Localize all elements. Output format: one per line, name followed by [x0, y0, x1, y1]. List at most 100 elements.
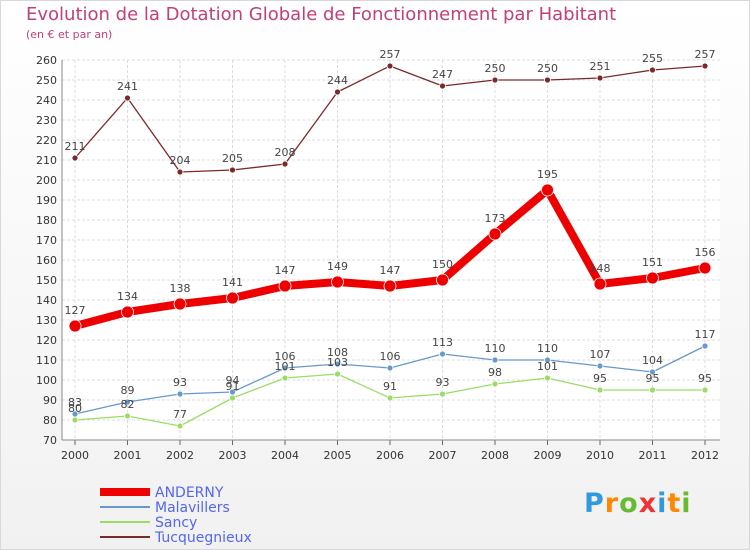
grid-layer [62, 59, 720, 441]
data-label-anderny: 134 [117, 290, 138, 303]
data-point-sancy [439, 390, 446, 398]
data-label-layer: 211 241 204 205 208 244 257 247 250 250 251 255 257 8… [65, 48, 716, 421]
y-tick-label: 130 [36, 314, 57, 327]
data-point-sancy [544, 374, 551, 382]
data-label-sancy: 77 [173, 408, 187, 421]
y-tick-label: 210 [36, 154, 57, 167]
x-tick-label: 2002 [166, 449, 194, 462]
data-point-tucquegnieux [229, 166, 236, 174]
data-label-malavillers: 89 [121, 384, 135, 397]
y-tick-label: 110 [36, 354, 57, 367]
data-point-malavillers [544, 356, 551, 364]
y-tick-label: 200 [36, 174, 57, 187]
x-tick-label: 2012 [691, 449, 719, 462]
data-point-anderny [593, 277, 607, 291]
data-label-sancy: 91 [383, 380, 397, 393]
data-label-sancy: 80 [68, 402, 82, 415]
logo-letter: o [619, 488, 639, 519]
legend-label-tucquegnieux: Tucquegnieux [154, 530, 252, 546]
data-label-tucquegnieux: 241 [117, 80, 138, 93]
y-tick-label: 170 [36, 234, 57, 247]
data-label-malavillers: 106 [275, 350, 296, 363]
data-point-anderny [68, 319, 82, 333]
y-tick-label: 100 [36, 374, 57, 387]
data-point-sancy [334, 370, 341, 378]
data-label-sancy: 101 [537, 360, 558, 373]
x-tick-label: 2001 [114, 449, 142, 462]
y-tick-label: 70 [43, 434, 57, 447]
data-label-tucquegnieux: 204 [170, 154, 191, 167]
data-label-anderny: 141 [222, 276, 243, 289]
data-label-anderny: 147 [275, 264, 296, 277]
data-label-anderny: 150 [432, 258, 453, 271]
data-label-malavillers: 110 [537, 342, 558, 355]
data-point-tucquegnieux [71, 154, 79, 162]
logo-letter: x [638, 488, 658, 519]
data-point-malavillers [176, 390, 184, 398]
x-tick-label: 2000 [61, 449, 89, 462]
data-label-malavillers: 94 [226, 374, 240, 387]
data-point-anderny [173, 297, 187, 311]
x-tick-label: 2006 [376, 449, 404, 462]
data-label-malavillers: 108 [327, 346, 348, 359]
data-point-malavillers [439, 350, 446, 358]
data-point-tucquegnieux [386, 62, 394, 70]
data-label-anderny: 149 [327, 260, 348, 273]
legend-label-sancy: Sancy [155, 515, 197, 531]
data-point-malavillers [386, 364, 394, 372]
data-label-anderny: 156 [695, 246, 716, 259]
logo-letter: i [657, 488, 668, 519]
legend-label-anderny: ANDERNY [155, 485, 224, 501]
y-tick-label: 230 [36, 114, 57, 127]
data-label-malavillers: 110 [485, 342, 506, 355]
y-tick-label: 120 [36, 334, 57, 347]
data-label-malavillers: 113 [432, 336, 453, 349]
data-point-sancy [596, 386, 604, 394]
data-point-sancy [176, 422, 184, 430]
x-tick-label: 2010 [586, 449, 614, 462]
data-label-tucquegnieux: 244 [327, 74, 348, 87]
data-label-sancy: 93 [436, 376, 450, 389]
data-point-malavillers [701, 342, 709, 350]
data-label-tucquegnieux: 257 [380, 48, 401, 61]
x-tick-label: 2003 [219, 449, 247, 462]
data-label-anderny: 147 [380, 264, 401, 277]
data-point-sancy [649, 386, 656, 394]
data-label-tucquegnieux: 247 [432, 68, 453, 81]
logo-letter: r [604, 488, 620, 519]
x-tick-label: 2008 [481, 449, 509, 462]
y-tick-label: 260 [36, 54, 57, 67]
data-point-anderny [278, 279, 292, 293]
y-tick-label: 140 [36, 294, 57, 307]
data-point-malavillers [596, 362, 604, 370]
data-point-tucquegnieux [176, 168, 184, 176]
data-label-anderny: 195 [537, 168, 558, 181]
logo-letter: i [681, 488, 692, 519]
data-point-anderny [646, 271, 659, 285]
y-tick-label: 190 [36, 194, 57, 207]
data-label-tucquegnieux: 257 [695, 48, 716, 61]
data-point-anderny [226, 291, 239, 305]
data-point-tucquegnieux [701, 62, 709, 70]
data-label-tucquegnieux: 208 [275, 146, 296, 159]
data-label-tucquegnieux: 251 [590, 60, 611, 73]
data-point-tucquegnieux [334, 88, 341, 96]
series-layer [68, 62, 712, 430]
data-label-anderny: 138 [170, 282, 191, 295]
data-label-anderny: 127 [65, 304, 86, 317]
data-point-anderny [541, 183, 554, 197]
data-label-anderny: 151 [642, 256, 663, 269]
y-tick-label: 220 [36, 134, 57, 147]
y-tick-label: 250 [36, 74, 57, 87]
data-point-sancy [229, 394, 236, 402]
logo-letter: P [584, 488, 605, 519]
data-label-sancy: 95 [698, 372, 712, 385]
y-tick-label: 160 [36, 254, 57, 267]
data-label-sancy: 103 [327, 356, 348, 369]
data-point-anderny [698, 261, 712, 275]
data-point-tucquegnieux [649, 66, 656, 74]
data-point-sancy [701, 386, 709, 394]
data-label-tucquegnieux: 250 [537, 62, 558, 75]
data-point-malavillers [649, 368, 656, 376]
